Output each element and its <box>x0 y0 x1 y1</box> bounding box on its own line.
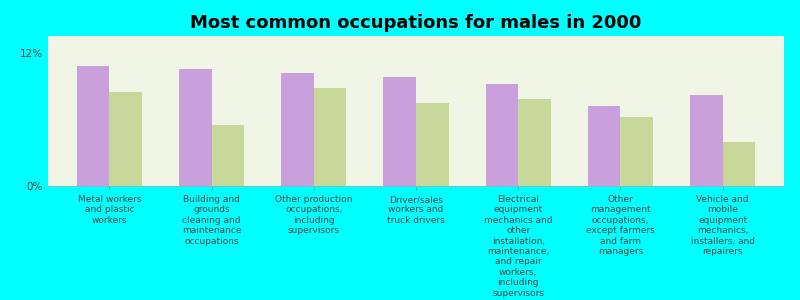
Bar <box>621 117 653 186</box>
Bar <box>486 84 518 186</box>
Bar <box>690 95 722 186</box>
Bar <box>383 77 416 186</box>
Bar <box>179 69 211 186</box>
Bar <box>518 99 551 186</box>
Title: Most common occupations for males in 2000: Most common occupations for males in 200… <box>190 14 642 32</box>
Bar <box>110 92 142 186</box>
Bar <box>416 103 449 186</box>
Bar <box>281 73 314 186</box>
Bar <box>77 66 110 186</box>
Bar <box>722 142 755 186</box>
Bar <box>588 106 621 186</box>
Bar <box>211 125 244 186</box>
Bar <box>314 88 346 186</box>
